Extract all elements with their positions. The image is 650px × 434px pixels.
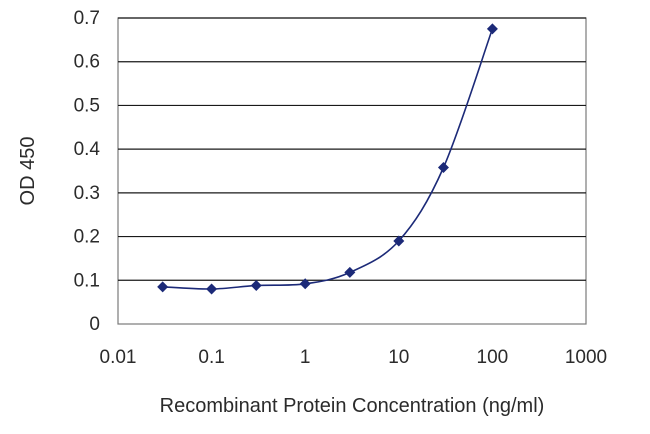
y-axis: 0 0.1 0.2 0.3 0.4 0.5 0.6 0.7 [74,8,101,335]
x-tick-label: 10 [388,347,409,368]
y-tick-label: 0.1 [74,270,100,291]
data-point [157,281,169,293]
x-axis-title: Recombinant Protein Concentration (ng/ml… [160,395,545,417]
x-axis: 0.01 0.1 1 10 100 1000 [100,347,608,368]
y-tick-label: 0.6 [74,52,100,73]
data-point [344,266,356,278]
x-tick-label: 1 [300,347,311,368]
y-tick-label: 0.4 [74,139,101,160]
data-point [206,283,218,295]
y-tick-label: 0 [89,314,100,335]
data-point [486,23,498,35]
y-tick-label: 0.7 [74,8,100,29]
x-tick-label: 1000 [565,347,607,368]
x-tick-label: 0.01 [100,347,137,368]
x-tick-label: 100 [477,347,509,368]
data-point [299,278,311,290]
y-tick-label: 0.2 [74,227,100,248]
data-point [250,280,262,292]
y-tick-label: 0.3 [74,183,100,204]
y-axis-title: OD 450 [17,137,39,206]
y-tick-label: 0.5 [74,95,100,116]
grid [118,17,586,281]
data-point [437,162,449,174]
series [157,23,498,295]
plot-area [117,17,587,325]
data-point [393,235,405,247]
x-tick-label: 0.1 [198,347,224,368]
